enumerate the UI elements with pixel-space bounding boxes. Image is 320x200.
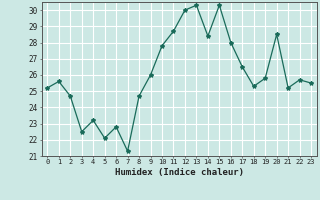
X-axis label: Humidex (Indice chaleur): Humidex (Indice chaleur) — [115, 168, 244, 177]
